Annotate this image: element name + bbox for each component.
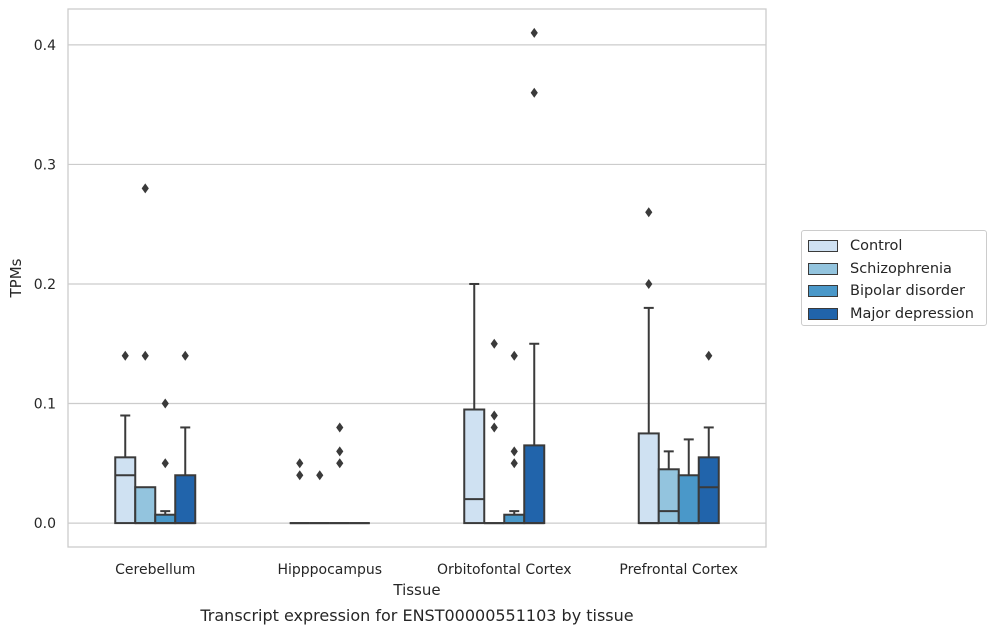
- boxes: [114, 27, 720, 525]
- box: [463, 408, 486, 525]
- gridlines: [68, 44, 766, 524]
- legend-item: Schizophrenia: [808, 258, 980, 281]
- box-group: [309, 470, 330, 525]
- outlier-point: [296, 470, 304, 481]
- box-group: [697, 350, 720, 525]
- chart-caption: Transcript expression for ENST0000055110…: [200, 606, 634, 625]
- legend-label: Bipolar disorder: [850, 283, 965, 300]
- box: [697, 456, 720, 525]
- legend-swatch: [808, 285, 838, 298]
- legend-swatch: [808, 262, 838, 275]
- outlier-point: [296, 458, 304, 469]
- outlier-point: [705, 350, 713, 361]
- outlier-point: [141, 183, 149, 194]
- legend-swatch: [808, 240, 838, 253]
- box-group: [637, 207, 660, 525]
- outlier-point: [645, 278, 653, 289]
- box-group: [134, 183, 157, 525]
- outlier-point: [181, 350, 189, 361]
- box: [154, 513, 177, 525]
- outlier-point: [336, 422, 344, 433]
- outlier-point: [510, 446, 518, 457]
- box: [677, 474, 700, 525]
- x-tick-label: Orbitofontal Cortex: [437, 562, 572, 578]
- x-axis-ticks: Cerebellum Hipppocampus Orbitofontal Corte…: [115, 562, 738, 578]
- outlier-point: [510, 350, 518, 361]
- plot-frame: [67, 8, 767, 548]
- box: [523, 444, 546, 525]
- legend-swatch: [808, 307, 838, 320]
- legend-item: Bipolar disorder: [808, 280, 980, 303]
- outlier-point: [490, 410, 498, 421]
- outlier-point: [161, 458, 169, 469]
- outlier-point: [161, 398, 169, 409]
- box-group: [523, 27, 546, 525]
- y-axis-label: TPMs: [7, 258, 25, 298]
- box-group: [114, 350, 137, 525]
- box-group: [463, 282, 486, 525]
- outlier-point: [336, 446, 344, 457]
- y-tick-label: 0.4: [34, 38, 56, 54]
- box: [657, 468, 680, 525]
- box-group: [154, 398, 177, 525]
- box-group: [677, 438, 700, 525]
- x-axis-label: Tissue: [392, 581, 440, 599]
- box-group: [657, 450, 680, 525]
- box-group: [503, 350, 526, 525]
- outlier-point: [316, 470, 324, 481]
- box-group: [289, 458, 310, 525]
- legend-label: Control: [850, 238, 903, 255]
- outlier-point: [121, 350, 129, 361]
- y-tick-label: 0.2: [34, 277, 56, 293]
- outlier-point: [490, 422, 498, 433]
- legend-label: Schizophrenia: [850, 260, 952, 277]
- box: [114, 456, 137, 525]
- y-tick-label: 0.3: [34, 157, 56, 173]
- legend: Control Schizophrenia Bipolar disorder M…: [801, 230, 987, 326]
- box: [134, 486, 157, 525]
- box: [503, 513, 526, 525]
- y-axis-ticks: 0.0 0.1 0.2 0.3 0.4: [34, 38, 56, 532]
- box-group: [484, 338, 505, 525]
- legend-item: Major depression: [808, 303, 980, 326]
- box-group: [174, 350, 197, 525]
- outlier-point: [530, 27, 538, 38]
- outlier-point: [645, 207, 653, 218]
- x-tick-label: Hipppocampus: [277, 562, 382, 578]
- outlier-point: [141, 350, 149, 361]
- y-tick-label: 0.1: [34, 397, 56, 413]
- x-tick-label: Prefrontal Cortex: [619, 562, 738, 578]
- outlier-point: [336, 458, 344, 469]
- box-group: [329, 422, 350, 525]
- outlier-point: [530, 87, 538, 98]
- box: [637, 432, 660, 525]
- y-tick-label: 0.0: [34, 516, 56, 532]
- legend-item: Control: [808, 235, 980, 258]
- box: [174, 474, 197, 525]
- x-tick-label: Cerebellum: [115, 562, 195, 578]
- outlier-point: [510, 458, 518, 469]
- legend-label: Major depression: [850, 305, 974, 322]
- outlier-point: [490, 338, 498, 349]
